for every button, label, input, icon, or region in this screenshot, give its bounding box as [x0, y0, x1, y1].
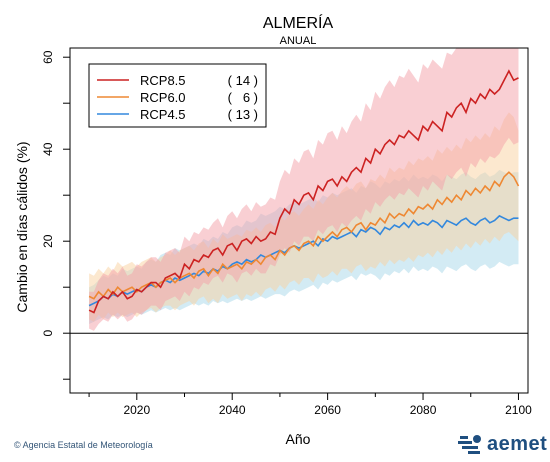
x-axis-label: Año — [286, 431, 311, 447]
legend-count-rcp4-5: ( 13 ) — [228, 107, 258, 122]
plot-frame — [69, 47, 529, 394]
y-tick-label: 40 — [41, 142, 55, 156]
line-rcp8-5 — [88, 69, 519, 314]
legend-label-rcp6-0: RCP6.0 — [140, 90, 186, 105]
x-tick-label: 2040 — [219, 403, 246, 417]
x-tick-label: 2100 — [505, 403, 532, 417]
copyright-icon: © — [14, 440, 21, 450]
aemet-logo: aemet — [458, 432, 547, 456]
y-tick-label: 60 — [41, 50, 55, 64]
x-tick-label: 2080 — [410, 403, 437, 417]
chart-title: ALMERÍA — [263, 13, 334, 32]
series-lines — [88, 69, 520, 314]
agency-name: Agencia Estatal de Meteorología — [22, 440, 153, 450]
legend-label-rcp4-5: RCP4.5 — [140, 107, 186, 122]
x-tick-label: 2020 — [123, 403, 150, 417]
y-tick-label: 20 — [41, 234, 55, 248]
aemet-logo-icon — [458, 435, 481, 454]
y-axis-label: Cambio en días cálidos (%) — [14, 141, 30, 312]
logo-text: aemet — [487, 432, 548, 455]
footer-credit: © Agencia Estatal de Meteorología — [14, 440, 153, 450]
line-rcp6-0 — [88, 171, 520, 300]
legend-count-rcp8-5: ( 14 ) — [228, 73, 258, 88]
y-axis-ticks: 0 20 40 60 — [41, 50, 70, 380]
legend-count-rcp6-0: ( 6 ) — [228, 90, 258, 105]
x-axis-ticks: 2020 2040 2060 2080 2100 — [88, 393, 532, 417]
x-tick-label: 2060 — [314, 403, 341, 417]
legend: RCP8.5 ( 14 ) RCP6.0 ( 6 ) RCP4.5 ( 13 ) — [88, 63, 267, 128]
chart-subtitle: ANUAL — [280, 35, 317, 47]
legend-box — [88, 63, 267, 128]
y-tick-label: 0 — [41, 330, 55, 337]
legend-label-rcp8-5: RCP8.5 — [140, 73, 186, 88]
